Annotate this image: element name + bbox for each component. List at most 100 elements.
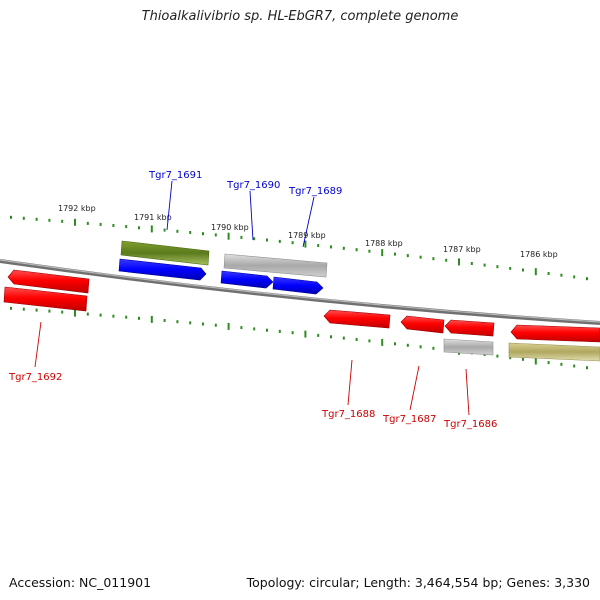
gene-label-tgr7-1692[interactable]: Tgr7_1692 [8, 372, 62, 383]
ruler-minor-tick [10, 215, 12, 219]
ruler-minor-tick [240, 326, 243, 330]
gene-tgr7-1688[interactable] [323, 309, 391, 329]
ruler-minor-tick [470, 262, 473, 265]
ruler-minor-tick [99, 313, 102, 317]
ruler-minor-tick [202, 322, 204, 326]
ruler-minor-tick [560, 362, 563, 366]
ruler-minor-tick [240, 235, 243, 239]
ruler-label: 1790 kbp [211, 223, 249, 232]
ruler-minor-tick [112, 314, 115, 318]
cog-feature-green[interactable] [120, 240, 210, 266]
accession-text: Accession: NC_011901 [9, 575, 152, 590]
ruler-minor-tick [586, 366, 588, 370]
ruler-label: 1788 kbp [365, 239, 403, 248]
ruler-minor-tick [278, 329, 281, 333]
ruler-label: 1786 kbp [520, 250, 558, 259]
gene-reverse-edge[interactable] [510, 324, 600, 343]
ruler-label: 1791 kbp [134, 213, 172, 222]
ruler-minor-tick [86, 221, 89, 225]
ruler-minor-tick [86, 312, 89, 316]
ruler-major-tick [534, 357, 537, 365]
ruler-minor-tick [547, 361, 550, 365]
map-title: Thioalkalivibrio sp. HL-EbGR7, complete … [141, 9, 459, 24]
gene-label-tgr7-1689[interactable]: Tgr7_1689 [288, 186, 342, 197]
ruler-major-tick [150, 225, 153, 233]
ruler-major-tick [534, 268, 537, 276]
ruler-minor-tick [291, 331, 294, 335]
ruler-minor-tick [99, 222, 102, 226]
ruler-label: 1789 kbp [288, 231, 326, 240]
ruler-minor-tick [214, 233, 217, 237]
ruler-minor-tick [330, 245, 332, 249]
ruler-minor-tick [48, 218, 51, 222]
gene-label-tgr7-1691[interactable]: Tgr7_1691 [148, 170, 202, 181]
ruler-minor-tick [330, 335, 332, 339]
ruler-minor-tick [509, 356, 512, 360]
ruler-minor-tick [317, 333, 320, 337]
genome-backbone [0, 259, 600, 325]
gene-tgr7-1690[interactable] [220, 270, 274, 289]
ruler-minor-tick [112, 224, 115, 227]
ruler-minor-tick [138, 226, 140, 230]
gene-label-tgr7-1686[interactable]: Tgr7_1686 [443, 419, 497, 430]
ruler-minor-tick [394, 342, 396, 346]
ruler-minor-tick [522, 268, 524, 272]
ruler-major-tick [381, 338, 384, 346]
ruler-minor-tick [125, 315, 128, 319]
ruler-minor-tick [176, 320, 179, 324]
ruler-minor-tick [266, 328, 268, 332]
ruler-minor-tick [61, 219, 64, 223]
gene-tgr7-1692-a[interactable] [7, 269, 90, 294]
ruler-minor-tick [355, 338, 358, 341]
ruler-major-tick [150, 315, 153, 323]
ruler-minor-tick [496, 265, 499, 269]
ruler-minor-tick [35, 308, 38, 312]
ruler-minor-tick [202, 232, 204, 236]
ruler-label: 1792 kbp [58, 204, 96, 213]
cog-feature-grey[interactable] [223, 253, 328, 278]
label-leaders [34, 180, 470, 416]
ruler-major-tick [74, 218, 76, 226]
ruler-minor-tick [163, 228, 166, 232]
cog-feature-khaki[interactable] [508, 342, 600, 362]
ruler-minor-tick [445, 258, 448, 262]
ruler-minor-tick [368, 339, 371, 343]
gene-tgr7-1687[interactable] [400, 315, 445, 334]
ruler-label: 1787 kbp [443, 245, 481, 254]
gene-label-tgr7-1690[interactable]: Tgr7_1690 [226, 180, 280, 191]
ruler-minor-tick [573, 275, 576, 279]
gene-label-tgr7-1687[interactable]: Tgr7_1687 [382, 414, 436, 425]
ruler-minor-tick [483, 263, 486, 267]
gene-label-tgr7-1688[interactable]: Tgr7_1688 [321, 409, 375, 420]
ruler-major-tick [304, 240, 307, 248]
gene-tgr7-1691[interactable] [118, 258, 207, 281]
ruler-minor-tick [214, 323, 217, 327]
ruler-major-tick [304, 330, 307, 338]
ruler-minor-tick [432, 346, 435, 350]
genome-backbone-highlight [0, 259, 600, 323]
gene-tgr7-1689[interactable] [272, 276, 324, 295]
ruler-minor-tick [342, 336, 345, 340]
ruler-minor-tick [586, 277, 588, 281]
ruler-minor-tick [496, 354, 499, 358]
ruler-minor-tick [22, 307, 25, 311]
ruler-major-tick [227, 232, 230, 240]
gene-tgr7-1692[interactable] [3, 286, 88, 312]
ruler-minor-tick [522, 357, 524, 361]
ruler-major-tick [458, 258, 460, 266]
ruler-minor-tick [48, 309, 51, 313]
ruler-minor-tick [432, 257, 435, 261]
cog-feature-grey[interactable] [443, 338, 494, 356]
ruler-minor-tick [10, 306, 12, 310]
gene-tgr7-1686[interactable] [444, 319, 495, 337]
ruler-ticks-outer [10, 215, 588, 281]
ruler-minor-tick [176, 229, 179, 233]
genome-summary-text: Topology: circular; Length: 3,464,554 bp… [246, 575, 590, 590]
ruler-minor-tick [509, 266, 512, 270]
ruler-minor-tick [394, 252, 396, 256]
ruler-major-tick [381, 249, 384, 257]
ruler-minor-tick [266, 238, 268, 242]
ruler-minor-tick [419, 255, 422, 259]
ruler-minor-tick [560, 273, 563, 277]
